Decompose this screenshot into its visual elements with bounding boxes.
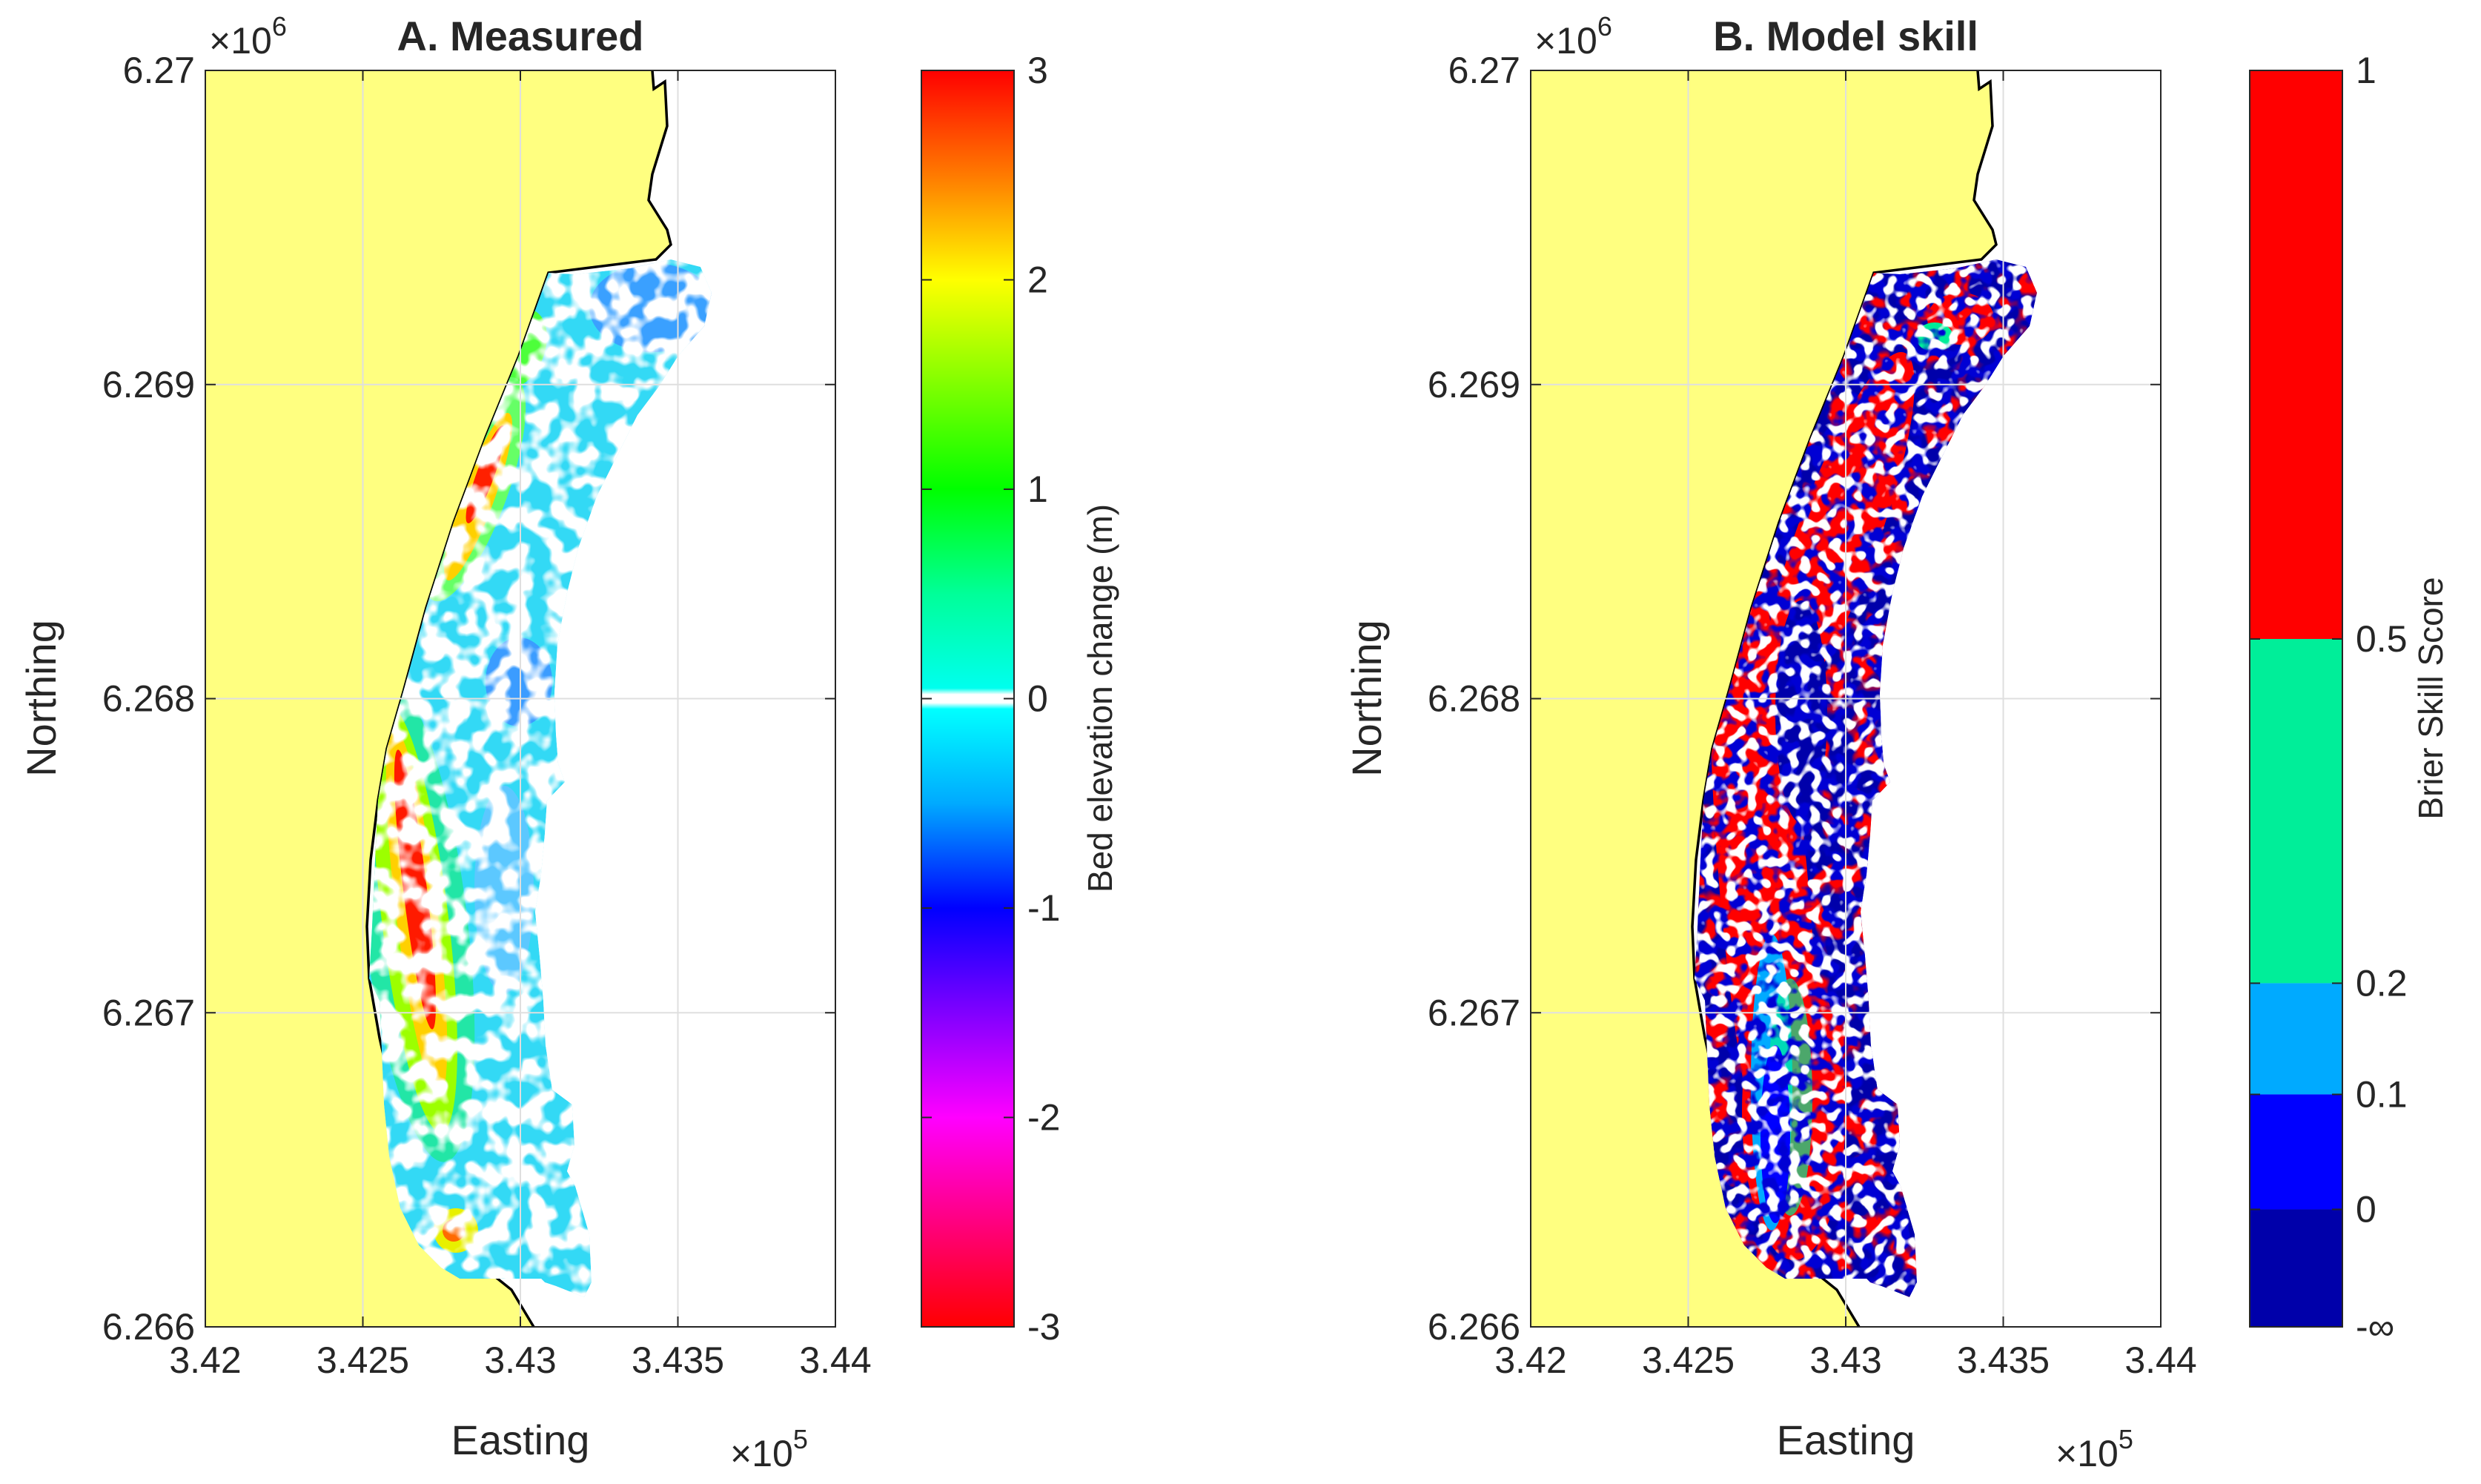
colorbar-b-class [2250,1094,2342,1210]
y-tick-label: 6.269 [1428,364,1520,405]
colorbar-b-tick-label: 0.5 [2356,618,2408,660]
xlabel-b: Easting [1777,1417,1915,1463]
colorbar-b-tick-label: 0 [2356,1189,2376,1230]
x-tick-label: 3.435 [1957,1339,2050,1381]
y-exponent-power-a: 6 [272,11,287,42]
y-exponent-b: ×106 [1534,11,1612,62]
x-tick-label: 3.44 [2124,1339,2196,1381]
colorbar-a-tick-label: 2 [1027,259,1048,301]
ylabel-b: Northing [1343,620,1390,777]
x-exponent-power-b: 5 [2119,1424,2133,1454]
x-tick-label: 3.42 [169,1339,241,1381]
colorbar-a-tick-label: 3 [1027,50,1048,91]
y-tick-label: 6.268 [102,678,195,720]
colorbar-a-tick-label: 1 [1027,468,1048,510]
x-tick-label: 3.425 [317,1339,409,1381]
colorbar-b-frame [2249,70,2343,1328]
y-tick-label: 6.27 [123,50,195,91]
x-tick-label: 3.43 [484,1339,556,1381]
colorbar-a [921,70,1015,1328]
colorbar-a-ticks [921,70,1014,1328]
colorbar-b-tick-label: 1 [2356,50,2376,91]
ticks-a [205,70,836,1328]
colorbar-a-tick-labels: 3 2 1 0 -1 -2 -3 [1027,50,1060,1348]
y-exponent-base-b: ×10 [1534,20,1597,62]
y-exponent-base-a: ×10 [209,20,272,62]
title-b: B. Model skill [1713,13,1978,59]
tick-labels-a: 3.42 3.425 3.43 3.435 3.44 6.266 6.267 6.268 6.2… [102,50,872,1381]
colorbar-b-class [2250,638,2342,984]
y-tick-label: 6.266 [1428,1306,1520,1348]
x-exponent-a: ×105 [730,1424,808,1474]
colorbar-a-tick-label: 0 [1027,678,1048,720]
x-tick-label: 3.435 [632,1339,724,1381]
panel-b: 3.42 3.425 3.43 3.435 3.44 6.266 6.267 6.268 6.2… [1343,11,2450,1474]
colorbar-b-class [2250,70,2342,639]
colorbar-b-tick-label: 0.1 [2356,1073,2408,1115]
colorbar-b-class [2250,983,2342,1095]
grid-a [205,70,835,1327]
title-a: A. Measured [397,13,644,59]
colorbar-b-tick-label: 0.2 [2356,962,2408,1004]
y-tick-label: 6.267 [1428,992,1520,1033]
colorbar-a-tick-label: -3 [1027,1306,1060,1348]
x-exponent-power-a: 5 [793,1424,808,1454]
y-tick-label: 6.27 [1448,50,1520,91]
colorbar-b-label: Brier Skill Score [2411,577,2450,819]
colorbar-b [2250,70,2342,1327]
x-exponent-base-a: ×10 [730,1433,793,1474]
colorbar-a-label: Bed elevation change (m) [1081,504,1119,892]
ticks-b [1530,70,2162,1328]
tick-labels-b: 3.42 3.425 3.43 3.435 3.44 6.266 6.267 6.268 6.2… [1428,50,2197,1381]
colorbar-b-tick-label: -∞ [2356,1306,2394,1348]
y-tick-label: 6.268 [1428,678,1520,720]
colorbar-a-tick-label: -1 [1027,887,1060,929]
x-exponent-base-b: ×10 [2056,1433,2119,1474]
x-tick-label: 3.44 [799,1339,871,1381]
y-tick-label: 6.267 [102,992,195,1033]
y-tick-label: 6.266 [102,1306,195,1348]
y-exponent-a: ×106 [209,11,287,62]
panel-a: 3.42 3.425 3.43 3.435 3.44 6.266 6.267 6.268 6.2… [18,11,1119,1474]
grid-b [1531,70,2161,1327]
x-tick-label: 3.425 [1642,1339,1735,1381]
colorbar-b-class [2250,1209,2342,1327]
ylabel-a: Northing [18,620,64,777]
colorbar-a-tick-label: -2 [1027,1097,1060,1139]
x-exponent-b: ×105 [2056,1424,2133,1474]
x-tick-label: 3.43 [1809,1339,1881,1381]
y-tick-label: 6.269 [102,364,195,405]
xlabel-a: Easting [451,1417,590,1463]
x-tick-label: 3.42 [1494,1339,1566,1381]
colorbar-b-ticks [2250,70,2342,1328]
colorbar-b-tick-labels: 1 0.5 0.2 0.1 0 -∞ [2356,50,2408,1348]
y-exponent-power-b: 6 [1597,11,1612,42]
